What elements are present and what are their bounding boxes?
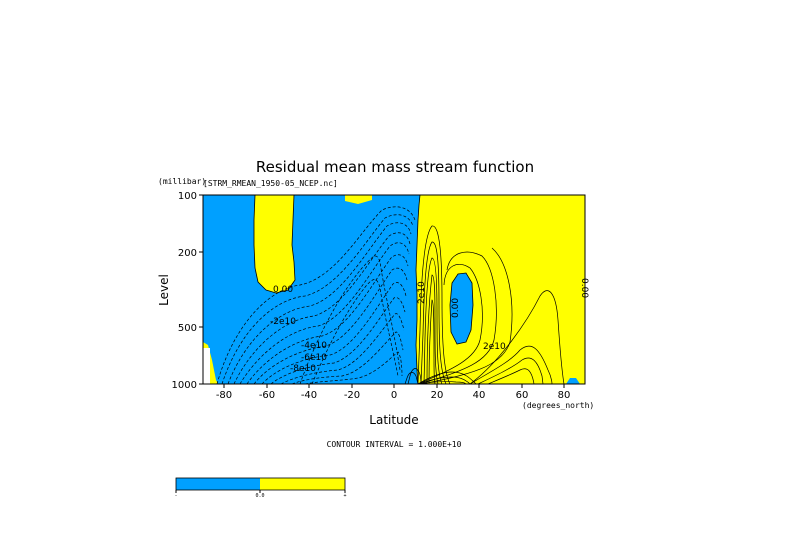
positive-region-top-strip [345,195,372,204]
y-tick-label: 200 [178,248,197,259]
x-units-label: (degrees_north) [522,401,594,410]
zero-contours [253,195,474,384]
y-axis: 100 200 500 1000 [172,191,203,391]
negative-region-corner [566,378,580,384]
chart-subtitle: [STRM_RMEAN_1950-05_NCEP.nc] [203,179,338,188]
contour-label: -6e10 [301,353,327,363]
contour-label: 2e10 [417,281,427,304]
contour-label: -8e10 [290,364,316,374]
contour-labels: 0.00 -2e10 -4e10 -6e10 -8e10 2e10 0.00 2… [270,278,589,374]
positive-contours [404,225,565,384]
plot-area [203,195,585,384]
x-tick-label: 0 [391,390,397,401]
y-tick-label: 1000 [172,380,197,391]
x-tick-label: -40 [301,390,317,401]
y-tick-label: 500 [178,323,197,334]
negative-contours [216,206,416,384]
x-axis: -80 -60 -40 -20 0 20 40 60 80 [216,384,571,401]
positive-region-upper-south [254,195,295,293]
contour-label: 2e10 [483,342,506,352]
colorbar: - 0.0 + [174,477,347,499]
contour-label: 0.00 [579,278,589,298]
y-units-label: (millibar) [158,177,206,186]
colorbar-positive [260,478,345,490]
x-tick-label: 40 [473,390,486,401]
contour-label: -2e10 [270,317,296,327]
x-tick-label: -80 [216,390,232,401]
x-tick-label: 80 [558,390,571,401]
contour-label: 0.00 [273,285,293,295]
colorbar-tick-label: - [174,493,177,499]
contour-interval-note: CONTOUR INTERVAL = 1.000E+10 [327,440,462,449]
x-tick-label: -20 [344,390,360,401]
y-tick-label: 100 [178,191,197,202]
y-axis-label: Level [157,274,171,306]
negative-region-subtropics [450,273,473,344]
chart-title: Residual mean mass stream function [256,158,534,176]
positive-region-tropics [416,195,585,384]
x-axis-label: Latitude [369,413,418,427]
contour-label: -4e10 [301,341,327,351]
colorbar-negative [176,478,260,490]
colorbar-tick-label: 0.0 [255,493,264,499]
x-tick-label: -60 [259,390,275,401]
x-tick-label: 20 [431,390,444,401]
missing-data-antarctic [203,348,210,384]
contour-label: 0.00 [451,298,461,318]
colorbar-tick-label: + [343,493,346,499]
x-tick-label: 60 [516,390,529,401]
